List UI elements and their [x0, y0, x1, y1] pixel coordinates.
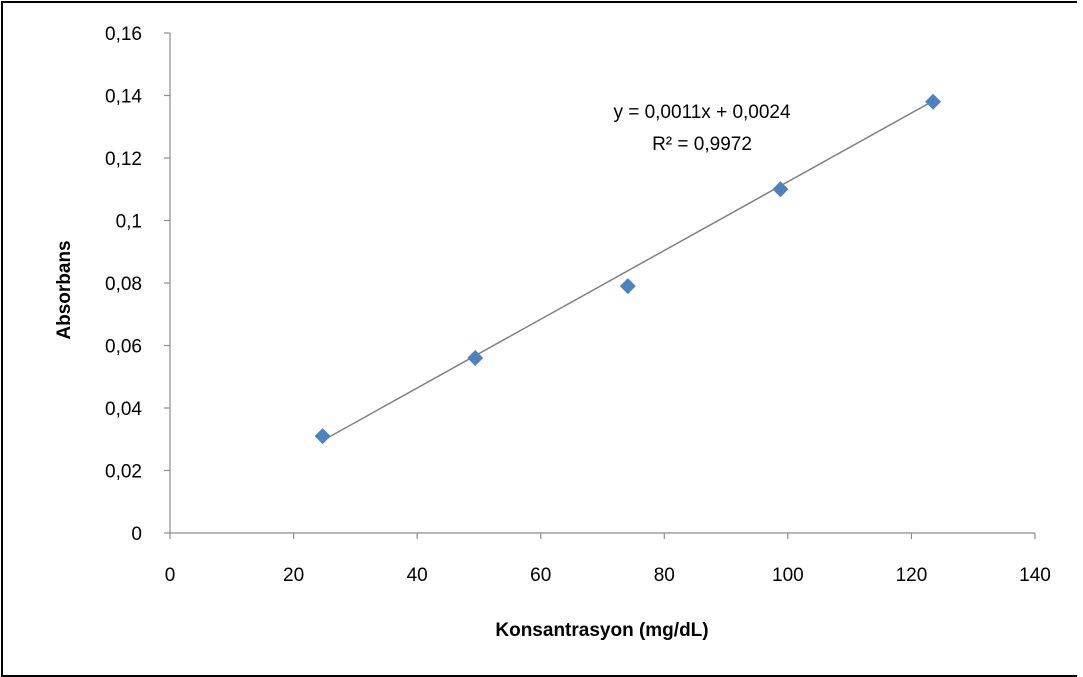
y-tick-label: 0,16: [105, 24, 142, 45]
x-tick-label: 0: [165, 565, 176, 586]
trendline-equation: y = 0,0011x + 0,0024: [613, 102, 791, 123]
axes: [164, 32, 1036, 539]
data-points: [314, 93, 942, 445]
y-tick-label: 0,1: [116, 212, 142, 233]
data-point: [772, 181, 789, 198]
data-point: [314, 428, 331, 445]
x-tick-label: 140: [1019, 565, 1051, 586]
tick-labels: 0 0,02 0,04 0,06 0,08 0,1 0,12 0,14 0,16 0 20 40 60 8…: [105, 24, 1051, 586]
y-tick-label: 0,02: [105, 462, 142, 483]
data-point: [925, 93, 942, 110]
y-tick-label: 0: [131, 524, 142, 545]
trendline: [322, 100, 934, 442]
data-point: [467, 350, 484, 366]
y-tick-label: 0,08: [105, 274, 142, 295]
y-tick-label: 0,14: [105, 87, 142, 108]
trendline-layer: [322, 100, 934, 442]
x-tick-label: 80: [654, 565, 675, 586]
data-point: [619, 278, 636, 295]
x-axis-title: Konsantrasyon (mg/dL): [495, 620, 708, 641]
r-squared-label: R² = 0,9972: [652, 134, 752, 155]
x-tick-label: 100: [772, 565, 804, 586]
x-tick-label: 120: [896, 565, 928, 586]
y-tick-label: 0,04: [105, 399, 142, 420]
x-tick-label: 40: [407, 565, 428, 586]
y-tick-label: 0,06: [105, 337, 142, 358]
y-tick-label: 0,12: [105, 149, 142, 170]
x-tick-label: 60: [530, 565, 551, 586]
y-axis-title: Absorbans: [54, 240, 75, 339]
right-edge: [1077, 0, 1083, 677]
x-tick-label: 20: [283, 565, 304, 586]
